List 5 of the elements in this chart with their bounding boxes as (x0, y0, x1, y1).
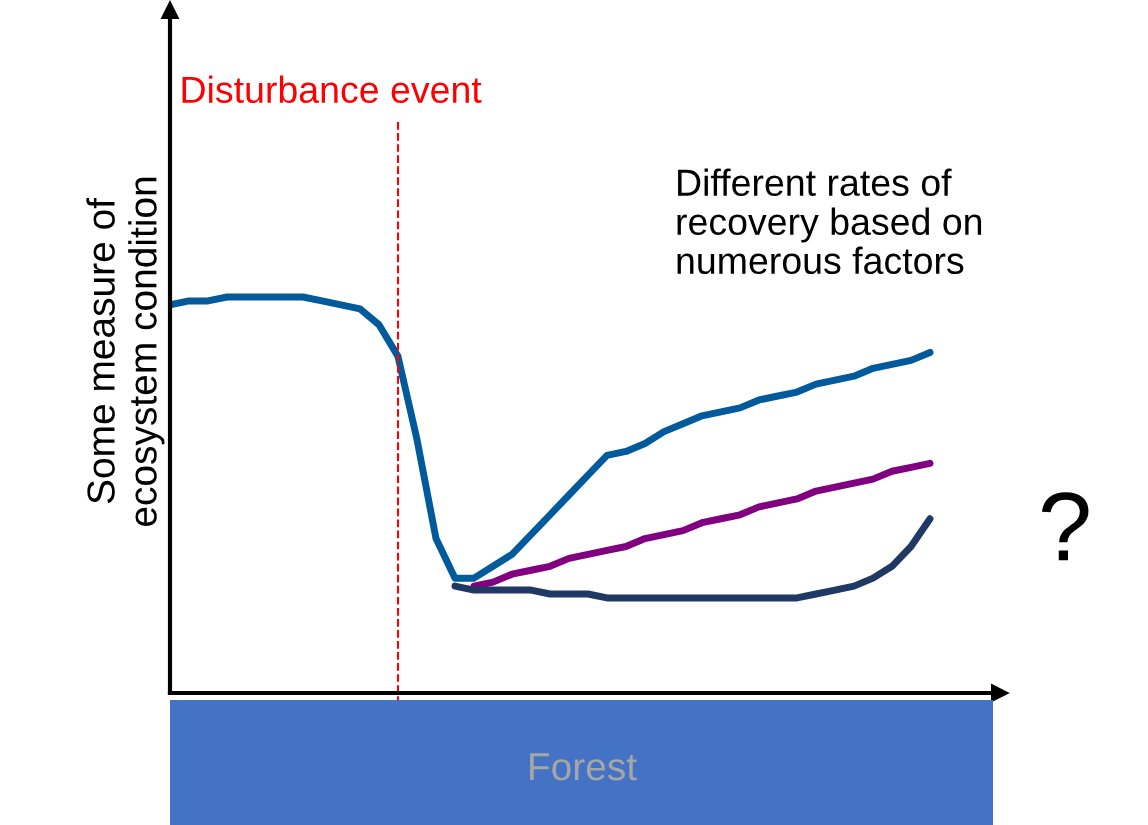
text: Different rates of recovery based on numerous factors (677, 168, 982, 275)
y-axis-title: Some measure of ecosystem condition (86, 177, 165, 526)
text: ? (1041, 492, 1089, 561)
text: Disturbance event (182, 75, 482, 104)
text: Forest (530, 753, 637, 781)
